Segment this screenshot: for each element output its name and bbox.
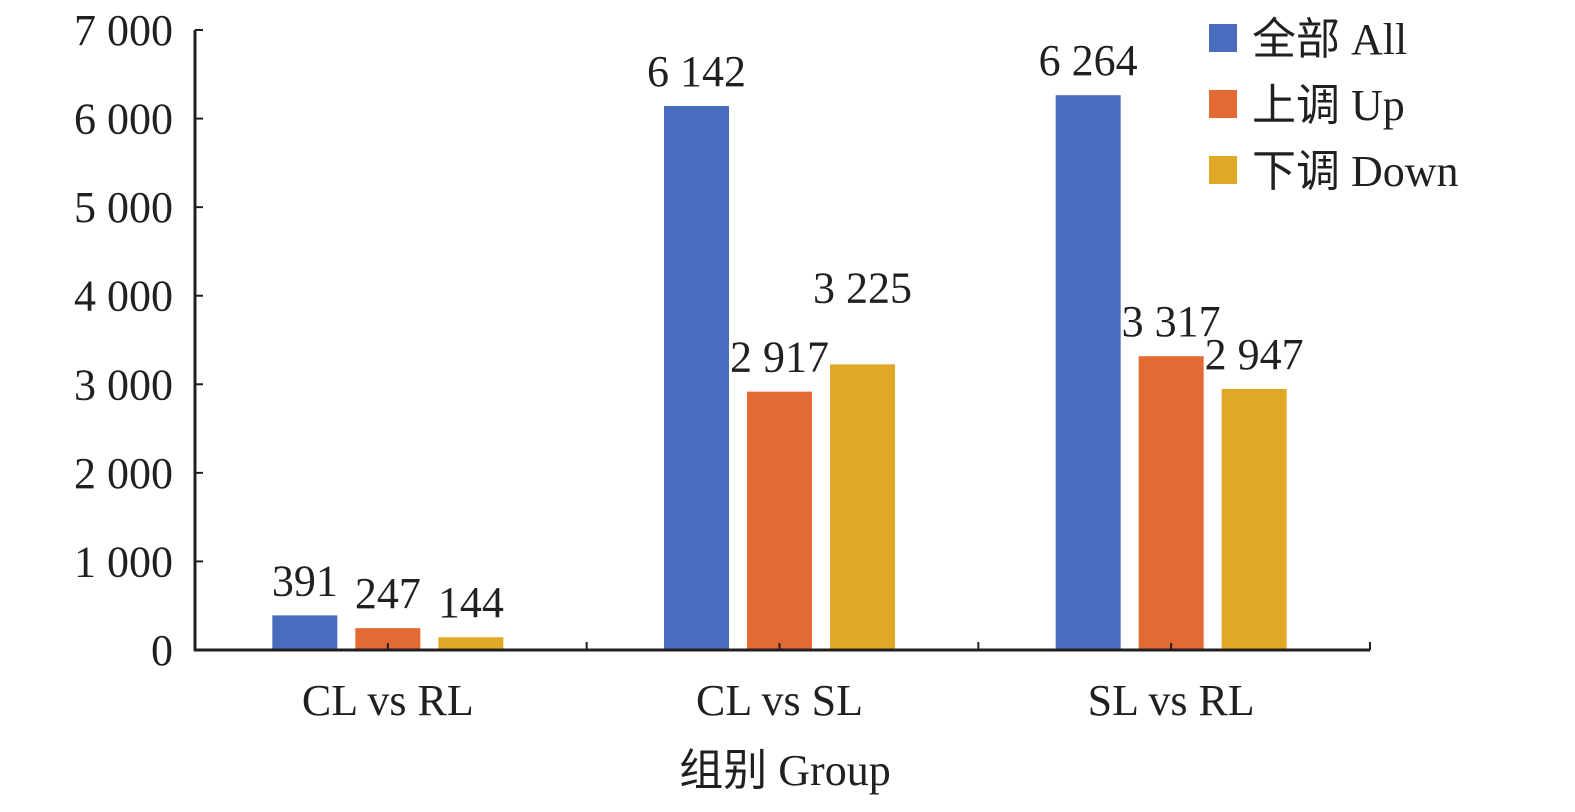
data-label: 144 — [438, 578, 504, 627]
legend-swatch-0 — [1209, 24, 1237, 52]
y-tick-label: 6 000 — [74, 95, 173, 144]
bar-0-1 — [664, 105, 729, 651]
data-label: 2 917 — [730, 333, 829, 382]
y-tick-label: 2 000 — [74, 449, 173, 498]
bar-1-2 — [1138, 356, 1204, 650]
x-axis-title: 组别 Group — [679, 746, 890, 795]
legend-label-2: 下调 Down — [1252, 147, 1459, 196]
data-label: 2 947 — [1205, 330, 1304, 379]
data-label: 3 225 — [813, 263, 912, 312]
y-tick-label: 3 000 — [74, 360, 173, 409]
bar-1-1 — [747, 391, 812, 650]
bar-1-0 — [355, 628, 421, 650]
data-label: 6 142 — [647, 47, 746, 96]
legend-swatch-1 — [1209, 90, 1237, 118]
x-tick-label: CL vs RL — [302, 676, 474, 725]
bar-2-2 — [1221, 388, 1287, 650]
bar-0-2 — [1055, 95, 1121, 650]
y-tick-label: 7 000 — [74, 6, 173, 55]
x-tick-label: SL vs RL — [1088, 676, 1255, 725]
y-tick-label: 5 000 — [74, 183, 173, 232]
bar-0-0 — [272, 615, 338, 650]
data-label: 247 — [355, 569, 421, 618]
y-tick-label: 0 — [151, 626, 173, 675]
bar-2-1 — [830, 364, 895, 650]
legend-swatch-2 — [1209, 156, 1237, 184]
data-label: 391 — [272, 556, 338, 605]
legend-label-1: 上调 Up — [1252, 81, 1405, 130]
legend-label-0: 全部 All — [1252, 15, 1407, 64]
y-tick-label: 4 000 — [74, 272, 173, 321]
data-label: 3 317 — [1122, 297, 1221, 346]
y-tick-label: 1 000 — [74, 537, 173, 586]
x-tick-label: CL vs SL — [696, 676, 863, 725]
bar-2-0 — [438, 637, 504, 650]
data-label: 6 264 — [1039, 36, 1138, 85]
